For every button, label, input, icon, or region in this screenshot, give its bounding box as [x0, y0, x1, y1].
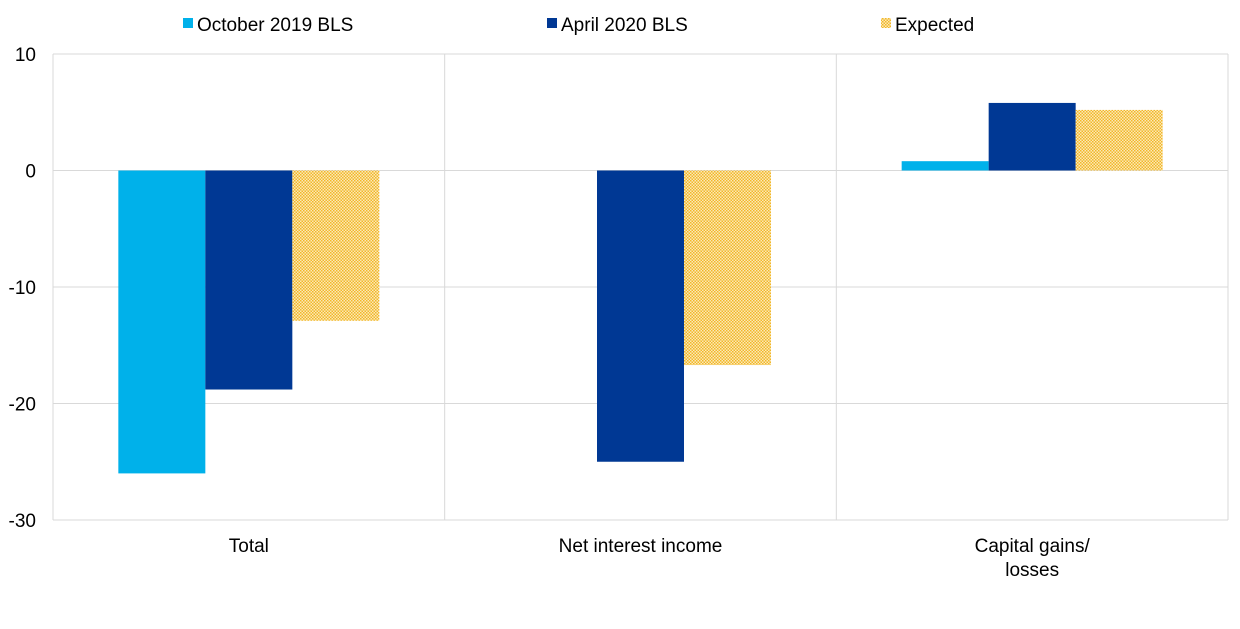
bar [292, 170, 380, 321]
category-label: losses [1005, 560, 1059, 581]
y-tick-label: -30 [9, 511, 36, 532]
bar [118, 170, 206, 474]
legend-swatch [183, 18, 193, 28]
legend-label: October 2019 BLS [197, 15, 353, 36]
category-label: Capital gains/ [975, 536, 1091, 557]
bar [1075, 109, 1163, 171]
bars [118, 102, 1163, 474]
bar [205, 170, 293, 390]
legend-label: Expected [895, 15, 974, 36]
y-axis: 10 0 -10 -20 -30 [9, 45, 36, 532]
y-tick-label: -20 [9, 395, 36, 416]
bar [901, 161, 989, 171]
category-label: Net interest income [559, 536, 723, 557]
y-tick-label: -10 [9, 278, 36, 299]
bar [597, 170, 684, 462]
x-axis: Total Net interest income Capital gains/lo… [229, 536, 1091, 581]
category-label: Total [229, 536, 269, 557]
bar [988, 102, 1076, 171]
legend-swatch [881, 18, 891, 28]
y-tick-label: 10 [15, 45, 36, 66]
y-tick-label: 0 [25, 162, 36, 183]
legend: October 2019 BLS April 2020 BLS Expected [183, 15, 974, 36]
legend-swatch [547, 18, 557, 28]
bar [684, 170, 771, 366]
legend-label: April 2020 BLS [561, 15, 688, 36]
